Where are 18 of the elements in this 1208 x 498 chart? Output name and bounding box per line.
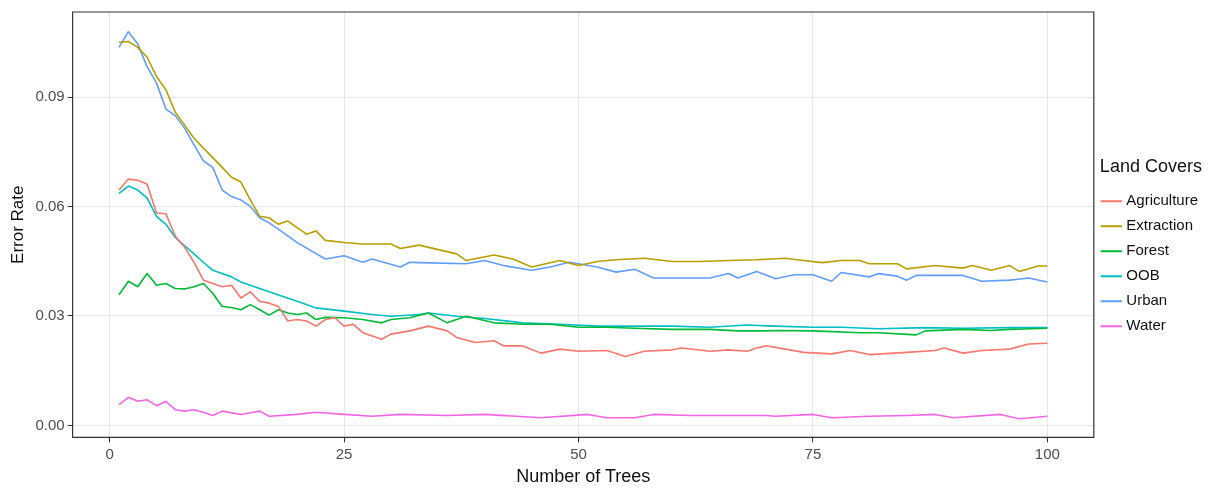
x-tick-label: 100 xyxy=(1034,444,1060,462)
y-tick-label: 0.06 xyxy=(35,196,65,214)
legend-title: Land Covers xyxy=(1099,156,1202,177)
y-tick-label: 0.03 xyxy=(35,306,65,324)
legend-label: Urban xyxy=(1126,291,1168,309)
legend-label: Water xyxy=(1126,316,1166,334)
legend-label: Extraction xyxy=(1126,216,1194,234)
y-tick-label: 0.00 xyxy=(35,415,65,433)
x-tick-label: 50 xyxy=(570,444,587,462)
legend-label: Forest xyxy=(1126,241,1170,259)
x-tick-label: 0 xyxy=(105,444,114,462)
y-tick-label: 0.09 xyxy=(35,87,65,105)
x-tick-label: 25 xyxy=(335,444,353,462)
y-axis-title: Error Rate xyxy=(7,185,27,264)
legend-label: OOB xyxy=(1126,266,1160,284)
legend-label: Agriculture xyxy=(1126,191,1199,209)
x-tick-label: 75 xyxy=(804,444,822,462)
x-axis-title: Number of Trees xyxy=(516,466,651,487)
